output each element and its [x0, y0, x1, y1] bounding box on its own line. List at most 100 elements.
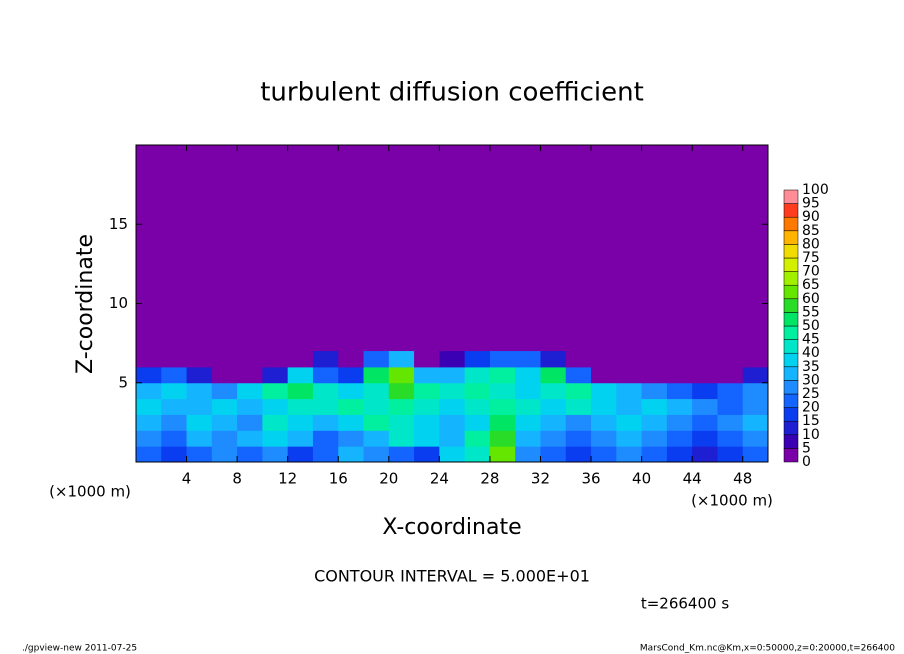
heat-cell — [363, 366, 390, 384]
heat-cell — [692, 398, 718, 415]
heat-cell — [161, 366, 188, 384]
heat-cell — [262, 351, 289, 368]
heat-cell — [414, 446, 440, 463]
heat-cell — [237, 430, 263, 447]
heat-cell — [414, 430, 440, 447]
heat-cell — [464, 351, 491, 368]
heat-cell — [237, 398, 263, 415]
heat-cell — [717, 414, 744, 431]
heat-cell — [136, 366, 162, 384]
heat-cell — [414, 414, 440, 431]
colorbar-band — [783, 312, 799, 327]
heat-cell — [136, 382, 162, 400]
annotation: CONTOUR INTERVAL = 5.000E+01 — [314, 567, 590, 586]
heat-cell — [312, 398, 339, 415]
heat-cell — [338, 382, 365, 400]
heat-cell — [616, 446, 643, 463]
y-tick-label: 5 — [118, 373, 128, 391]
x-tick-label: 20 — [379, 470, 398, 488]
heat-cell — [388, 414, 415, 431]
heat-cell — [515, 351, 541, 368]
heat-cell — [211, 351, 238, 368]
heat-cell — [338, 366, 365, 384]
heat-cell — [262, 398, 289, 415]
heat-cell — [540, 366, 567, 384]
x-tick-label: 12 — [278, 470, 297, 488]
heat-cell — [388, 366, 415, 384]
y-unit: (×1000 m) — [49, 483, 131, 501]
heat-cell — [616, 351, 643, 368]
heat-cell — [136, 430, 162, 447]
heat-cell — [717, 398, 744, 415]
heat-cell — [262, 382, 289, 400]
heat-cell — [414, 351, 440, 368]
heat-cell — [312, 366, 339, 384]
heat-cell — [540, 430, 567, 447]
x-tick-label: 28 — [480, 470, 499, 488]
y-tick-label: 10 — [109, 294, 128, 312]
heat-cell — [742, 398, 769, 415]
colorbar-label: 90 — [802, 209, 820, 225]
heat-cell — [565, 414, 592, 431]
colorbar-band — [783, 380, 799, 395]
colorbar-label: 65 — [802, 277, 820, 293]
heat-cell — [641, 351, 668, 368]
heat-cell — [211, 382, 238, 400]
colorbar-label: 75 — [802, 250, 820, 266]
heat-cell — [591, 351, 617, 368]
x-tick-label: 4 — [182, 470, 192, 488]
heat-cell — [237, 382, 263, 400]
heat-cell — [414, 398, 440, 415]
heat-cell — [186, 430, 213, 447]
heat-cell — [338, 430, 365, 447]
heat-cell — [262, 430, 289, 447]
colorbar-band — [783, 325, 799, 340]
heat-cell — [515, 398, 541, 415]
heat-cell — [666, 446, 693, 463]
x-tick-label: 44 — [683, 470, 702, 488]
colorbar-label: 85 — [802, 223, 820, 239]
heat-cell — [161, 414, 188, 431]
heat-cell — [616, 430, 643, 447]
heat-cell — [237, 446, 263, 463]
heat-cell — [666, 414, 693, 431]
colorbar-label: 55 — [802, 304, 820, 320]
colorbar-label: 100 — [802, 182, 829, 198]
heat-cell — [363, 430, 390, 447]
heat-cell — [363, 382, 390, 400]
colorbar-band — [783, 407, 799, 422]
heat-cell — [515, 430, 541, 447]
heat-cell — [616, 366, 643, 384]
x-unit: (×1000 m) — [691, 492, 773, 510]
heat-cell — [591, 446, 617, 463]
x-tick-label: 16 — [329, 470, 348, 488]
heat-cell — [742, 351, 769, 368]
heat-cell — [489, 366, 516, 384]
colorbar-band — [783, 448, 799, 463]
heat-cell — [439, 414, 466, 431]
heat-cell — [464, 414, 491, 431]
heat-cell — [363, 398, 390, 415]
annotation: t=266400 s — [641, 595, 729, 613]
heat-cell — [211, 398, 238, 415]
colorbar-label: 25 — [802, 386, 820, 402]
footer: MarsCond_Km.nc@Km,x=0:50000,z=0:20000,t=… — [640, 644, 895, 654]
heat-cell — [211, 414, 238, 431]
colorbar-label: 50 — [802, 318, 820, 334]
heat-cell — [186, 398, 213, 415]
heat-cell — [692, 382, 718, 400]
heat-cell — [237, 414, 263, 431]
colorbar-band — [783, 420, 799, 436]
heat-cell — [641, 446, 668, 463]
heat-cell — [287, 366, 314, 384]
heat-cell — [186, 382, 213, 400]
heat-cell — [388, 446, 415, 463]
heat-cell — [515, 414, 541, 431]
heat-cell — [338, 398, 365, 415]
heat-cell — [692, 351, 718, 368]
heat-cell — [136, 414, 162, 431]
heat-cell — [186, 446, 213, 463]
colorbar-band — [783, 393, 799, 408]
heat-cell — [414, 382, 440, 400]
